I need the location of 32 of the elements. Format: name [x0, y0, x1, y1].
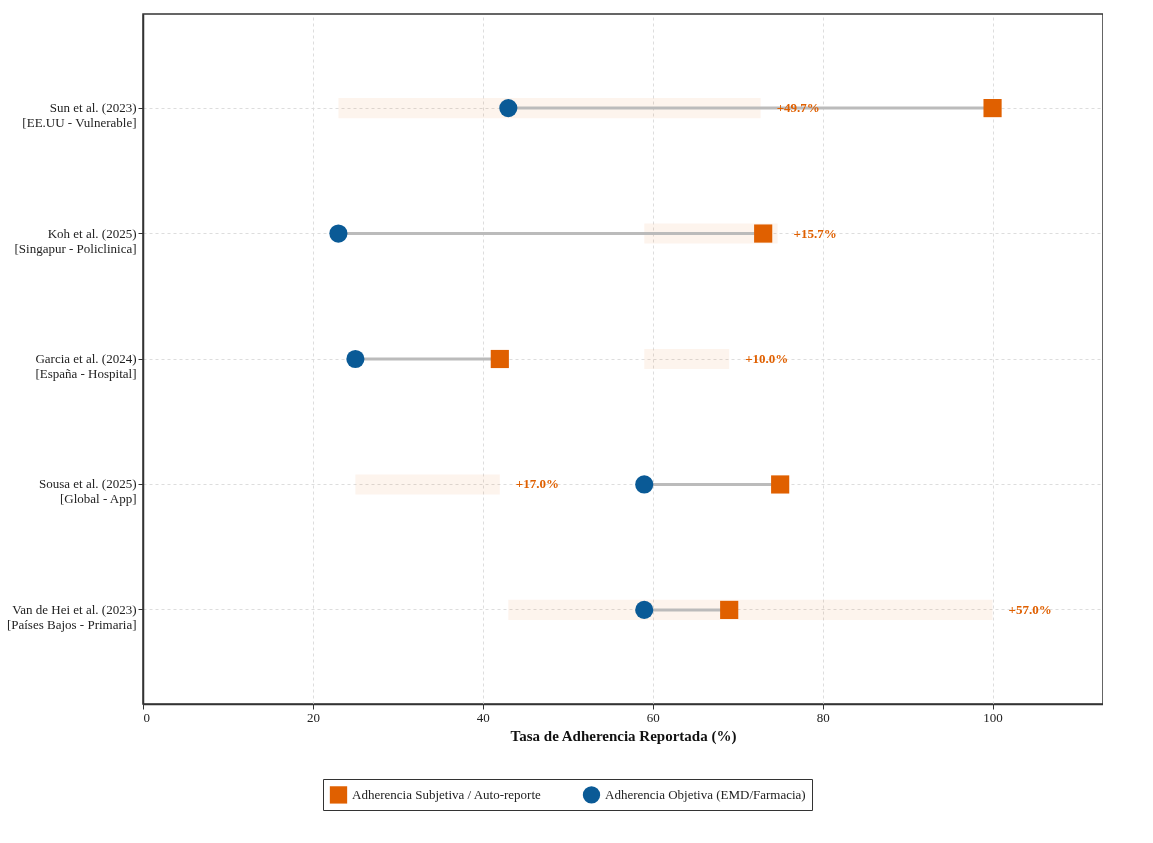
legend-label: Adherencia Subjetiva / Auto-reporte — [352, 786, 542, 802]
point — [635, 475, 654, 494]
point — [635, 600, 654, 619]
x-tick-label: 20 — [306, 709, 320, 725]
x-tick-label: 60 — [646, 709, 660, 725]
y-tick-label: Van de Hei et al. (2023) [Países Bajos - Primaria] — [6, 601, 137, 632]
x-tick-label: 100 — [983, 709, 1003, 725]
point — [771, 475, 790, 494]
y-tick-label: Sun et al. (2023) [EE.UU - Vulnerable] — [22, 100, 137, 131]
data-label: +10.0% — [745, 351, 789, 366]
data-label: +17.0% — [515, 476, 559, 492]
x-tick-label: 0 — [143, 709, 150, 725]
point — [490, 349, 509, 369]
y-tick-label: Koh et al. (2025) [Singapur - Policlinica] — [14, 225, 137, 256]
point — [499, 99, 518, 118]
y-tick-label: Garcia et al. (2024) [España - Hospital] — [35, 351, 137, 381]
y-tick-label: Sousa et al. (2025) [Global - App] — [39, 476, 137, 507]
point — [346, 349, 365, 369]
point — [754, 224, 773, 243]
x-axis-title: Tasa de Adherencia Reportada (%) — [510, 727, 737, 745]
legend-label: Adherencia Objetiva (EMD/Farmacia) — [605, 786, 806, 802]
point — [720, 600, 739, 619]
bar — [644, 348, 730, 370]
data-label: +15.7% — [793, 225, 837, 241]
x-tick-label: 40 — [476, 709, 490, 725]
x-tick-label: 80 — [816, 709, 830, 725]
point — [983, 99, 1002, 118]
data-label: +57.0% — [1008, 601, 1052, 617]
data-label: +49.7% — [776, 100, 820, 116]
point — [329, 224, 348, 243]
bar — [508, 599, 993, 620]
bar — [355, 474, 500, 495]
